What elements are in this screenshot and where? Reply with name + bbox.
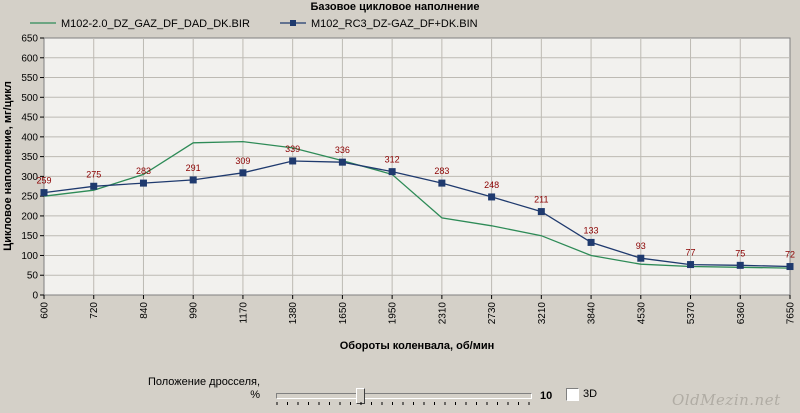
series-2-marker <box>338 158 346 166</box>
x-tick-label: 1950 <box>388 302 399 325</box>
throttle-label-line2: % <box>250 389 260 401</box>
series-2-marker <box>488 193 496 201</box>
series-2-marker <box>289 157 297 165</box>
x-tick-label: 990 <box>189 302 200 319</box>
series-2-data-label: 211 <box>534 195 548 205</box>
x-tick-label: 4530 <box>636 302 647 325</box>
series-2-data-label: 336 <box>335 145 350 155</box>
series-line-1 <box>43 140 791 269</box>
legend: M102-2.0_DZ_GAZ_DF_DAD_DK.BIR M102_RC3_D… <box>30 18 478 30</box>
series-2-marker <box>40 189 48 197</box>
y-tick-label: 650 <box>21 34 38 45</box>
throttle-label-line1: Положение дросселя, <box>147 376 260 388</box>
throttle-label: Положение дросселя, % <box>120 376 260 402</box>
series-2-marker <box>438 179 446 187</box>
x-tick-label: 7650 <box>786 302 797 325</box>
series-2-data-label: 248 <box>484 180 499 190</box>
series-2-data-label: 275 <box>86 169 101 179</box>
y-tick-label: 200 <box>21 211 38 222</box>
y-tick-label: 350 <box>21 152 38 163</box>
series-2-data-label: 72 <box>785 250 795 260</box>
series-2-data-label: 283 <box>136 166 151 176</box>
x-tick-label: 3210 <box>537 302 548 325</box>
series-2-marker <box>239 169 247 177</box>
series-2-data-label: 77 <box>686 248 696 258</box>
x-tick-label: 1380 <box>288 302 299 325</box>
series-2-data-label: 339 <box>285 144 300 154</box>
throttle-value: 10 <box>540 390 553 402</box>
y-tick-label: 500 <box>21 93 38 104</box>
x-tick-label: 1650 <box>338 302 349 325</box>
y-tick-label: 50 <box>27 271 39 282</box>
y-axis-label: Цикловое наполнение, мг/цикл <box>2 81 14 251</box>
series-2-marker <box>189 176 197 184</box>
y-tick-label: 400 <box>21 132 38 143</box>
legend-label-series-2: M102_RC3_DZ-GAZ_DF+DK.BIN <box>311 18 478 30</box>
throttle-slider[interactable] <box>276 388 532 406</box>
y-tick-label: 0 <box>32 291 38 302</box>
slider-ticks <box>276 402 530 405</box>
3d-checkbox[interactable] <box>566 388 579 401</box>
x-tick-label: 600 <box>40 302 51 319</box>
x-tick-label: 2310 <box>437 302 448 325</box>
y-tick-label: 450 <box>21 113 38 124</box>
series-2-marker <box>687 261 695 269</box>
legend-label-series-1: M102-2.0_DZ_GAZ_DF_DAD_DK.BIR <box>61 18 250 30</box>
series-2-marker <box>139 179 147 187</box>
series-2-data-label: 312 <box>385 155 400 165</box>
x-tick-label: 1170 <box>238 302 249 324</box>
x-tick-label: 6360 <box>736 302 747 325</box>
legend-marker-series-2 <box>290 20 296 26</box>
series-2-data-label: 291 <box>186 163 201 173</box>
series-2-data-label: 309 <box>235 156 250 166</box>
series-2-marker <box>637 254 645 262</box>
slider-track[interactable] <box>276 393 532 399</box>
y-tick-label: 550 <box>21 73 38 84</box>
series-2-data-label: 133 <box>584 225 599 235</box>
series-line-2 <box>43 160 791 268</box>
chart: Базовое цикловое наполнение M102-2.0_DZ_… <box>2 1 797 352</box>
plot-area <box>43 37 791 296</box>
series-2-data-label: 283 <box>434 166 449 176</box>
x-tick-label: 720 <box>89 302 100 319</box>
y-tick-label: 100 <box>21 251 38 262</box>
y-tick-label: 250 <box>21 192 38 203</box>
series-2-marker <box>736 261 744 269</box>
x-tick-label: 5370 <box>686 302 697 325</box>
y-tick-label: 600 <box>21 53 38 64</box>
series-2-marker <box>90 182 98 190</box>
series-2-data-label: 75 <box>735 248 745 258</box>
control-panel: Положение дросселя, % 10 3D <box>0 372 800 413</box>
x-tick-label: 3840 <box>587 302 598 325</box>
series-2-marker <box>388 168 396 176</box>
series-2-marker <box>587 238 595 246</box>
x-tick-label: 2730 <box>487 302 498 325</box>
x-axis-label: Обороты коленвала, об/мин <box>340 340 495 352</box>
series-2-marker <box>537 208 545 216</box>
x-axis: 600 720 840 990 1170 1380 1650 1950 2310 2730 3210… <box>40 295 797 324</box>
series-2-data-label: 93 <box>636 241 646 251</box>
series-2-data-label: 259 <box>36 176 51 186</box>
watermark: OldMezin.net <box>672 391 781 409</box>
series-layer: 259 275 283 291 309 339 336 312 283 248 211 133 93 77… <box>36 140 795 271</box>
chart-title: Базовое цикловое наполнение <box>311 1 480 13</box>
y-axis: 0 50 100 150 200 250 300 350 400 450 500 550 600 650 <box>21 34 44 302</box>
y-tick-label: 150 <box>21 231 38 242</box>
3d-checkbox-label[interactable]: 3D <box>583 388 598 400</box>
x-tick-label: 840 <box>139 302 150 319</box>
y-tick-label: 300 <box>21 172 38 183</box>
grid <box>44 38 790 295</box>
series-2-marker <box>786 263 794 271</box>
